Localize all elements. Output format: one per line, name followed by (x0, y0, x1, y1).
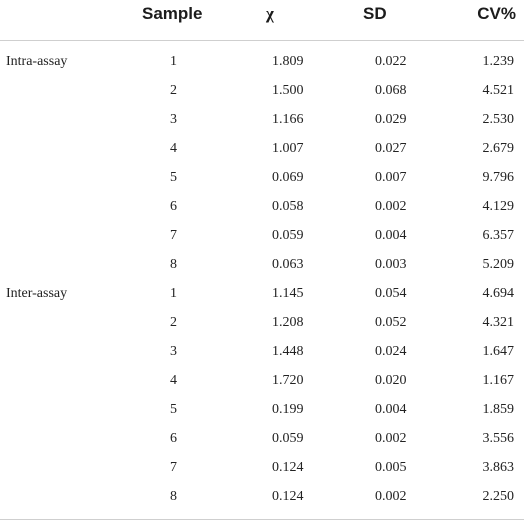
cv-cell: 1.239 (482, 54, 515, 69)
sd-cell: 0.052 (375, 315, 407, 330)
sample-cell: 7 (170, 228, 177, 243)
data-table: Sample χ SD CV% Intra-assay 1 1.809 0.02… (0, 0, 524, 504)
header-chi: χ (266, 4, 274, 23)
table-row: 5 0.199 0.004 1.859 (0, 398, 524, 427)
chi-cell: 1.500 (272, 83, 304, 98)
sample-cell: 1 (170, 54, 177, 69)
cv-cell: 4.694 (482, 286, 515, 301)
cv-cell: 2.250 (482, 489, 515, 504)
chi-cell: 1.720 (272, 373, 304, 388)
sd-cell: 0.005 (375, 460, 407, 475)
table-row: 4 1.720 0.020 1.167 (0, 369, 524, 398)
header-sd: SD (363, 4, 387, 23)
sample-cell: 7 (170, 460, 177, 475)
cv-cell: 4.521 (482, 83, 515, 98)
cv-cell: 1.167 (482, 373, 515, 388)
cv-cell: 1.647 (482, 344, 515, 359)
chi-cell: 0.069 (272, 170, 304, 185)
sd-cell: 0.020 (375, 373, 407, 388)
chi-cell: 0.124 (272, 489, 304, 504)
sample-cell: 8 (170, 489, 177, 504)
table-row: 2 1.500 0.068 4.521 (0, 79, 524, 108)
table-row: 8 0.124 0.002 2.250 (0, 485, 524, 514)
sample-cell: 5 (170, 402, 177, 417)
sample-cell: 3 (170, 344, 177, 359)
sd-cell: 0.054 (375, 286, 407, 301)
chi-cell: 1.208 (272, 315, 304, 330)
chi-cell: 0.059 (272, 431, 304, 446)
cv-cell: 3.863 (482, 460, 515, 475)
table-body: Intra-assay 1 1.809 0.022 1.239 2 1.500 … (0, 50, 524, 514)
sample-cell: 2 (170, 315, 177, 330)
table-row: 4 1.007 0.027 2.679 (0, 137, 524, 166)
chi-cell: 0.059 (272, 228, 304, 243)
chi-cell: 0.124 (272, 460, 304, 475)
chi-cell: 0.058 (272, 199, 304, 214)
chi-cell: 1.448 (272, 344, 304, 359)
table-row: 7 0.124 0.005 3.863 (0, 456, 524, 485)
cv-cell: 6.357 (482, 228, 515, 243)
table-header-row: Sample χ SD CV% (0, 0, 524, 41)
table-row: Inter-assay 1 1.145 0.054 4.694 (0, 282, 524, 311)
group-label: Intra-assay (6, 54, 68, 69)
cv-cell: 2.530 (482, 112, 515, 127)
sd-cell: 0.002 (375, 199, 407, 214)
cv-cell: 3.556 (482, 431, 515, 446)
table-row: 7 0.059 0.004 6.357 (0, 224, 524, 253)
sample-cell: 6 (170, 199, 177, 214)
sample-cell: 5 (170, 170, 177, 185)
sample-cell: 4 (170, 373, 177, 388)
cv-cell: 5.209 (482, 257, 515, 272)
cv-cell: 2.679 (482, 141, 515, 156)
sd-cell: 0.022 (375, 54, 407, 69)
chi-cell: 0.199 (272, 402, 304, 417)
sd-cell: 0.004 (375, 402, 407, 417)
table-row: 5 0.069 0.007 9.796 (0, 166, 524, 195)
table-row: 3 1.448 0.024 1.647 (0, 340, 524, 369)
chi-cell: 1.007 (272, 141, 304, 156)
table-bottom-rule (0, 519, 524, 520)
header-sample: Sample (142, 4, 203, 23)
sample-cell: 6 (170, 431, 177, 446)
sd-cell: 0.068 (375, 83, 407, 98)
cv-cell: 4.321 (482, 315, 515, 330)
table-row: 8 0.063 0.003 5.209 (0, 253, 524, 282)
chi-cell: 1.166 (272, 112, 304, 127)
table-row: 6 0.058 0.002 4.129 (0, 195, 524, 224)
sample-cell: 2 (170, 83, 177, 98)
chi-cell: 1.809 (272, 54, 304, 69)
sd-cell: 0.007 (375, 170, 407, 185)
group-label: Inter-assay (6, 286, 68, 301)
table-row: 3 1.166 0.029 2.530 (0, 108, 524, 137)
table-row: Intra-assay 1 1.809 0.022 1.239 (0, 50, 524, 79)
table-row: 6 0.059 0.002 3.556 (0, 427, 524, 456)
sd-cell: 0.003 (375, 257, 407, 272)
header-cv: CV% (477, 4, 516, 23)
cv-cell: 1.859 (482, 402, 515, 417)
chi-cell: 1.145 (272, 286, 304, 301)
chi-cell: 0.063 (272, 257, 304, 272)
sd-cell: 0.024 (375, 344, 407, 359)
sd-cell: 0.002 (375, 489, 407, 504)
sample-cell: 8 (170, 257, 177, 272)
sd-cell: 0.004 (375, 228, 407, 243)
sd-cell: 0.029 (375, 112, 407, 127)
sample-cell: 4 (170, 141, 177, 156)
sample-cell: 1 (170, 286, 177, 301)
sd-cell: 0.027 (375, 141, 407, 156)
cv-cell: 4.129 (482, 199, 515, 214)
sample-cell: 3 (170, 112, 177, 127)
sd-cell: 0.002 (375, 431, 407, 446)
cv-cell: 9.796 (482, 170, 515, 185)
table-row: 2 1.208 0.052 4.321 (0, 311, 524, 340)
